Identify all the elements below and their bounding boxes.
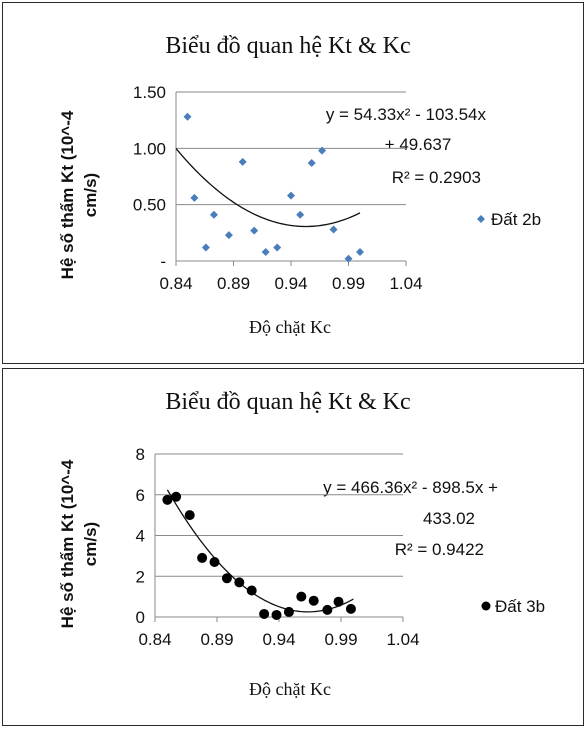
chart-1-point <box>356 247 364 256</box>
chart-2-ylabel-line1: Hệ số thấm Kt (10^-4 <box>58 459 77 628</box>
chart-1-xlabel: Độ chặt Kc <box>249 317 331 337</box>
chart-2-point <box>234 577 245 588</box>
chart-1-point <box>250 226 259 235</box>
chart-2-point <box>283 606 294 617</box>
chart-2-svg: Biểu đồ quan hệ Kt & Kc Hệ số thấm Kt (1… <box>58 389 545 699</box>
chart-1-ylabel-line2: cm/s) <box>81 173 100 217</box>
chart-2-x-tick-label: 0.99 <box>324 630 357 649</box>
chart-1-legend: Đất 2b <box>477 210 541 229</box>
chart-1-x-tick-label: 0.89 <box>217 274 250 293</box>
chart-2-point <box>209 556 220 567</box>
chart-1-point <box>344 254 353 263</box>
chart-1-point <box>224 231 233 240</box>
chart-panel-2: Biểu đồ quan hệ Kt & Kc Hệ số thấm Kt (1… <box>2 368 584 726</box>
chart-2-legend-marker <box>481 601 491 611</box>
chart-1-point <box>307 158 316 167</box>
chart-2-x-tick-label: 1.04 <box>386 630 419 649</box>
chart-1-y-tick-label: 1.00 <box>133 139 166 158</box>
chart-2-point <box>308 595 319 606</box>
chart-2-xlabel: Độ chặt Kc <box>249 679 331 699</box>
chart-1-y-tick-label: - <box>160 252 166 271</box>
chart-2-legend: Đất 3b <box>481 597 545 616</box>
chart-2-point <box>296 591 307 602</box>
chart-1-equation-line2: + 49.637 <box>385 135 452 154</box>
chart-1-point <box>318 146 327 155</box>
chart-2-legend-label: Đất 3b <box>495 597 545 616</box>
chart-1-x-tick-label: 0.84 <box>159 274 192 293</box>
chart-2-x-tick-label: 0.89 <box>200 630 233 649</box>
chart-2-point <box>271 609 282 620</box>
chart-1-point <box>238 157 247 166</box>
chart-1-y-tick-label: 1.50 <box>133 83 166 102</box>
chart-1-point <box>273 243 282 252</box>
chart-2-x-tick-label: 0.94 <box>262 630 295 649</box>
chart-1-point <box>287 191 295 200</box>
chart-2-x-tick-label: 0.84 <box>138 630 171 649</box>
chart-1-trendline <box>175 148 361 228</box>
chart-1-ylabel-line1: Hệ số thấm Kt (10^-4 <box>58 110 77 279</box>
chart-2-title: Biểu đồ quan hệ Kt & Kc <box>165 389 410 415</box>
chart-1-point <box>201 243 210 252</box>
chart-1-x-tick-label: 0.99 <box>332 274 365 293</box>
chart-1-legend-marker <box>477 215 485 223</box>
chart-2-ylabel-line2: cm/s) <box>81 522 100 566</box>
chart-panel-1: Biểu đồ quan hệ Kt & Kc Hệ số thấm Kt (1… <box>2 2 584 364</box>
chart-2-point <box>333 596 344 607</box>
chart-1-point <box>190 193 199 202</box>
chart-2-equation-line2: 433.02 <box>423 509 475 528</box>
chart-2-point <box>322 604 333 615</box>
chart-1-r2: R² = 0.2903 <box>392 168 481 187</box>
chart-1-legend-label: Đất 2b <box>491 210 541 229</box>
chart-2-point <box>162 494 173 505</box>
chart-2-equation-line1: y = 466.36x² - 898.5x + <box>323 478 498 497</box>
chart-2-y-tick-label: 8 <box>136 445 145 464</box>
chart-2-point <box>259 608 270 619</box>
chart-1-svg: Biểu đồ quan hệ Kt & Kc Hệ số thấm Kt (1… <box>58 33 541 337</box>
chart-2-point <box>345 603 356 614</box>
chart-1-point <box>296 210 305 219</box>
chart-2-point <box>246 585 257 596</box>
chart-1-x-tick-label: 1.04 <box>389 274 422 293</box>
chart-1-y-tick-label: 0.50 <box>133 196 166 215</box>
chart-1-point <box>209 210 218 219</box>
chart-2-point <box>221 573 232 584</box>
chart-2-point <box>197 552 208 563</box>
chart-2-y-tick-label: 6 <box>136 486 145 505</box>
chart-2-y-tick-label: 0 <box>136 608 145 627</box>
chart-2-y-tick-label: 4 <box>136 527 145 546</box>
chart-2-trendline <box>166 489 354 613</box>
chart-1-title: Biểu đồ quan hệ Kt & Kc <box>165 33 410 59</box>
chart-2-y-tick-label: 2 <box>136 567 145 586</box>
chart-2-r2: R² = 0.9422 <box>395 540 484 559</box>
chart-2-point <box>184 510 195 521</box>
chart-2-point <box>171 491 182 502</box>
chart-1-point <box>329 225 338 234</box>
chart-1-x-tick-label: 0.94 <box>274 274 307 293</box>
chart-1-point <box>183 112 192 121</box>
chart-1-point <box>261 247 270 256</box>
chart-1-equation-line1: y = 54.33x² - 103.54x <box>326 105 487 124</box>
